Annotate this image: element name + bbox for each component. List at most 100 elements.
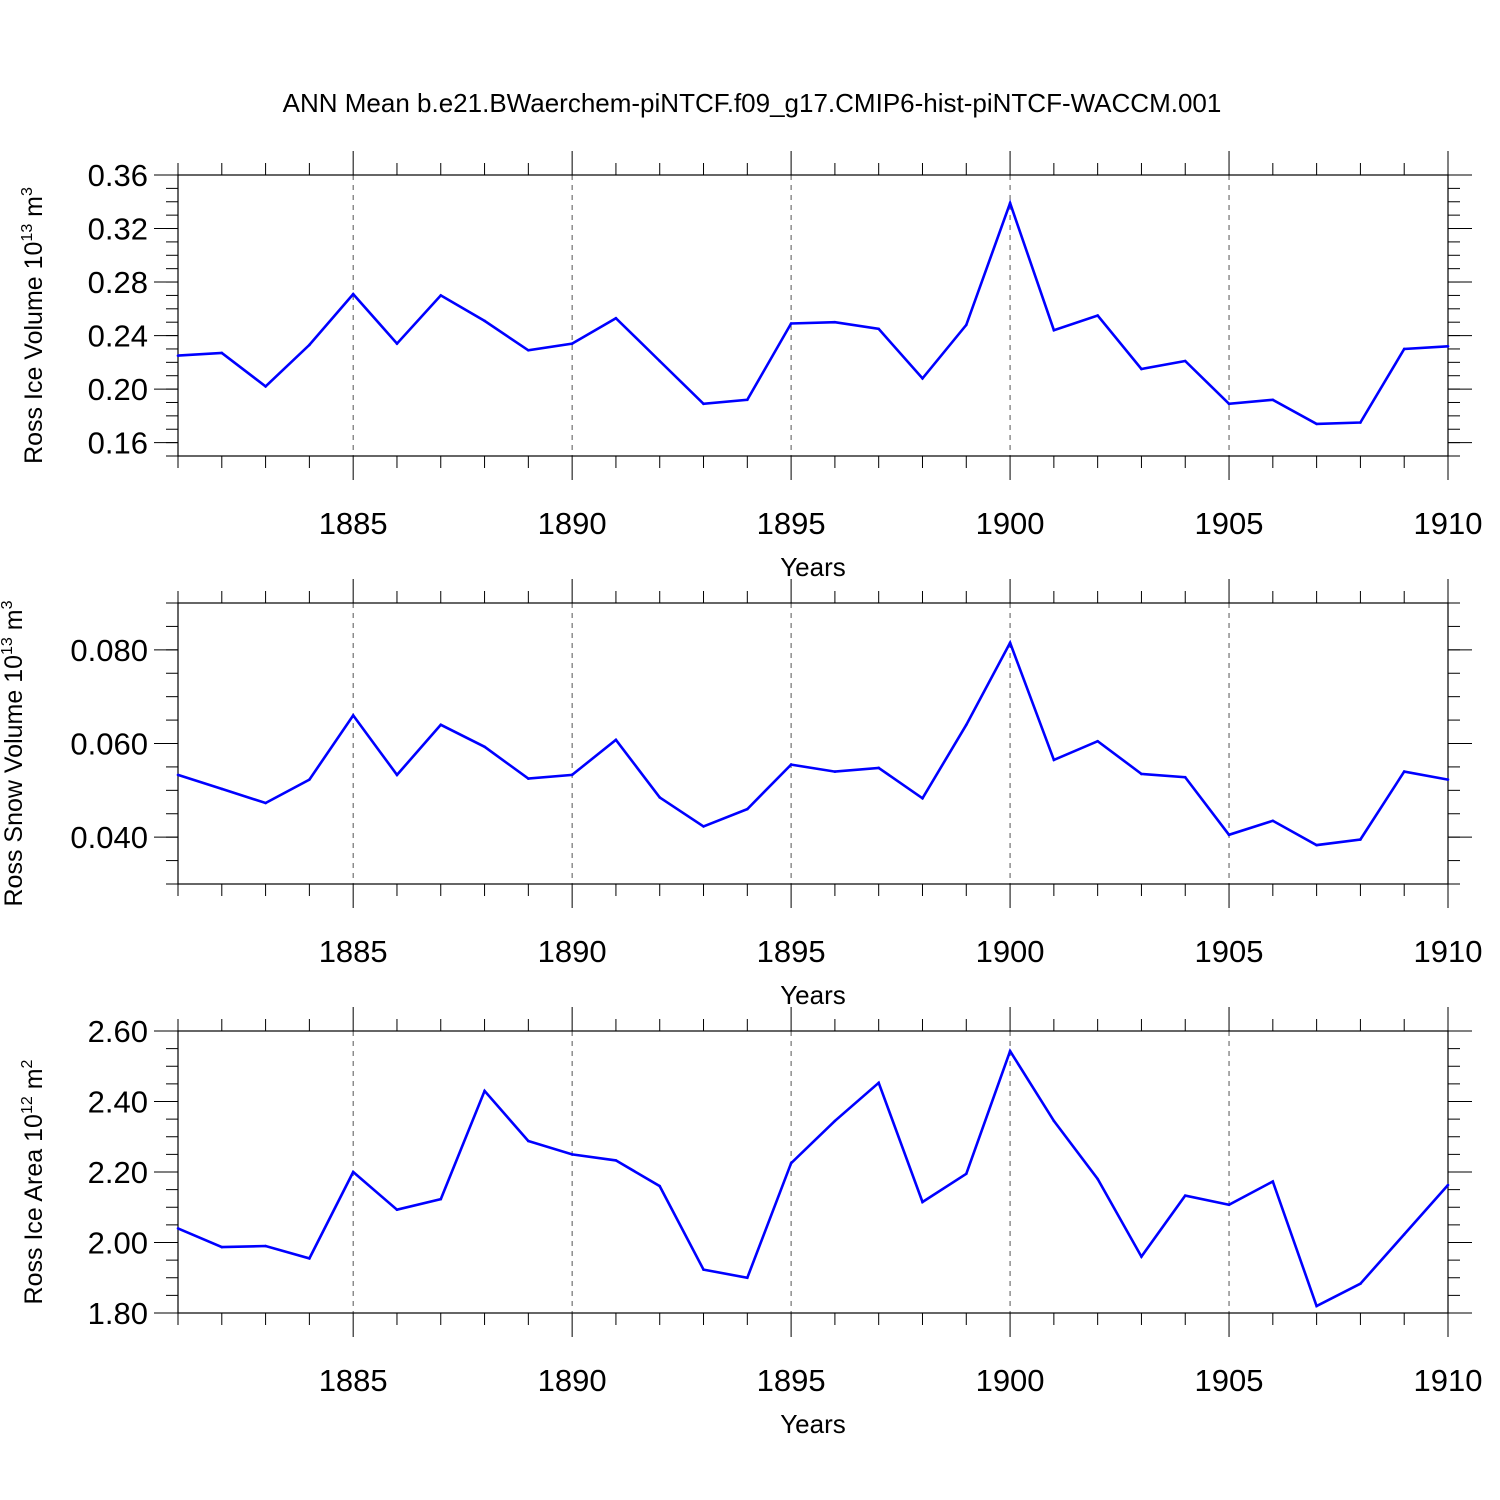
data-point [921, 377, 924, 380]
x-tick-label: 1905 [1195, 934, 1264, 969]
data-point [921, 1200, 924, 1204]
series-line [177, 1048, 1449, 1308]
figure-title: ANN Mean b.e21.BWaerchem-piNTCF.f09_g17.… [283, 88, 1222, 118]
data-point [789, 1161, 793, 1165]
y-tick-label: 0.16 [88, 426, 148, 461]
data-point [395, 1208, 399, 1212]
x-tick-label: 1890 [538, 1363, 607, 1398]
data-point [877, 1081, 880, 1085]
data-point [1227, 833, 1231, 837]
panel-3: 1.80 2.00 2.20 2.40 2.60 1885 1890 1895 1900 1905… [19, 1007, 1482, 1439]
data-point [220, 787, 224, 791]
data-point [1271, 398, 1275, 402]
data-point [1227, 402, 1231, 406]
data-point [176, 1227, 180, 1230]
data-point [570, 1153, 574, 1156]
data-point [264, 385, 267, 388]
data-point [308, 1257, 311, 1260]
data-point [833, 1119, 837, 1123]
plot-frame [177, 174, 1449, 457]
data-point [789, 763, 793, 766]
data-point [964, 1172, 968, 1176]
y-tick-label: 0.080 [70, 633, 148, 668]
series-line [177, 199, 1449, 426]
data-point [527, 1139, 530, 1143]
data-point [658, 1184, 662, 1188]
x-tick-label: 1885 [319, 506, 388, 541]
data-point [483, 745, 486, 749]
y-tick-label: 0.28 [88, 265, 148, 300]
data-point [527, 348, 530, 352]
data-point [439, 1197, 443, 1201]
data-point [789, 322, 793, 325]
data-point [1271, 1180, 1275, 1183]
data-point [833, 770, 837, 773]
x-tick-label: 1905 [1195, 506, 1264, 541]
data-point [1402, 1233, 1406, 1236]
data-point [1402, 770, 1406, 773]
data-point [877, 766, 880, 770]
data-point [921, 796, 924, 800]
y-tick-label: 2.00 [88, 1226, 148, 1261]
y-tick-label: 0.060 [70, 727, 148, 762]
x-tick-label: 1895 [757, 1363, 826, 1398]
data-point [614, 316, 618, 320]
data-point [1315, 422, 1318, 426]
x-tick-label: 1890 [538, 934, 607, 969]
data-point [1140, 367, 1143, 371]
data-point [1052, 758, 1056, 762]
data-point [702, 402, 705, 406]
data-point [702, 1268, 705, 1271]
data-point [614, 738, 618, 742]
data-point [1446, 344, 1450, 348]
data-point [1052, 1119, 1056, 1123]
panel-2: 0.040 0.060 0.080 1885 1890 1895 1900 1905 1910 Y… [0, 579, 1482, 1010]
x-axis-label: Years [780, 980, 846, 1010]
x-tick-label: 1885 [319, 1363, 388, 1398]
data-point [1446, 778, 1450, 781]
x-tick-label: 1910 [1414, 1363, 1483, 1398]
x-axis-label: Years [780, 552, 846, 582]
data-point [1359, 838, 1362, 841]
data-point [176, 354, 180, 357]
data-point [1359, 421, 1362, 424]
y-tick-label: 2.60 [88, 1014, 148, 1049]
y-axis-label: Ross Snow Volume 1013 m3 [0, 600, 28, 906]
data-point [746, 807, 749, 811]
data-point [702, 825, 705, 828]
data-point [176, 773, 180, 777]
data-point [308, 778, 311, 781]
data-point [220, 1245, 224, 1249]
x-tick-label: 1895 [757, 934, 826, 969]
data-point [1227, 1203, 1231, 1207]
data-point [1315, 1304, 1318, 1308]
data-point [877, 327, 880, 331]
data-point [1008, 201, 1012, 205]
data-point [1183, 775, 1187, 779]
x-tick-label: 1910 [1414, 506, 1483, 541]
data-point [746, 398, 749, 402]
data-point [395, 773, 399, 777]
data-point [964, 723, 968, 727]
data-point [351, 292, 355, 296]
data-point [1096, 314, 1099, 317]
data-point [1315, 843, 1318, 847]
y-tick-label: 2.40 [88, 1085, 148, 1120]
data-point [1402, 347, 1406, 351]
data-point [351, 1170, 355, 1174]
data-point [1140, 772, 1143, 776]
series-line [177, 639, 1449, 847]
data-point [964, 323, 968, 327]
data-point [527, 777, 530, 780]
x-tick-label: 1900 [976, 506, 1045, 541]
y-tick-label: 0.24 [88, 319, 148, 354]
data-point [1446, 1183, 1450, 1187]
x-tick-label: 1900 [976, 934, 1045, 969]
y-axis-label: Ross Ice Area 1012 m2 [19, 1059, 48, 1304]
data-point [1359, 1282, 1362, 1286]
data-point [658, 796, 662, 799]
data-point [1096, 1177, 1099, 1181]
panels-group: 0.16 0.20 0.24 0.28 0.32 0.36 1885 1890 1895 1900… [0, 151, 1482, 1439]
x-tick-label: 1895 [757, 506, 826, 541]
